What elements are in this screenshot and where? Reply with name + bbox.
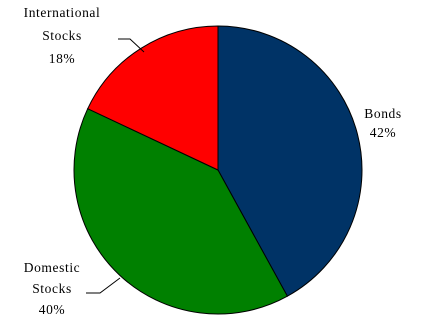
leader-line-international — [118, 38, 145, 53]
international-name-label: Stocks — [42, 28, 82, 43]
bonds-value-label: 42% — [370, 125, 397, 140]
bonds-name-label: Bonds — [364, 106, 402, 121]
international-value-label: 18% — [49, 51, 76, 66]
domestic-name-label: Stocks — [32, 281, 72, 296]
domestic-value-label: 40% — [39, 302, 66, 317]
leader-line-domestic — [86, 277, 121, 294]
international-name-label: International — [24, 5, 101, 20]
pie-slice-domestic — [73, 108, 289, 315]
domestic-name-label: Domestic — [24, 260, 81, 275]
pie-slice-bonds — [217, 25, 363, 297]
